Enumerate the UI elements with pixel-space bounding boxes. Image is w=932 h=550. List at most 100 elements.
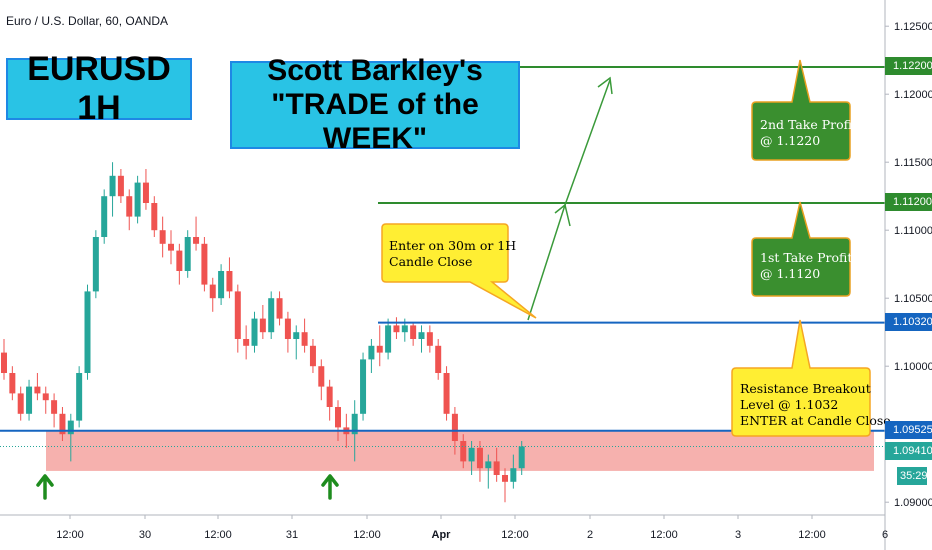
y-tick-label: 1.11500 — [894, 157, 932, 169]
candle-body — [67, 420, 74, 435]
candle-body — [360, 359, 367, 414]
candle-body — [493, 461, 500, 475]
entry-callout-line-2: Candle Close — [389, 254, 473, 269]
candle-body — [159, 230, 166, 244]
tp2-callout-shape — [751, 59, 851, 161]
x-tick-label: 30 — [139, 529, 151, 541]
resistance-callout-shape — [731, 319, 871, 437]
headline-box: Scott Barkley's "TRADE of the WEEK" — [230, 54, 520, 155]
title-box: EURUSD 1H — [6, 50, 192, 127]
price-badge-resistance: 1.10320 — [885, 313, 932, 331]
candle-body — [385, 325, 392, 353]
entry-callout: Enter on 30m or 1H Candle Close — [389, 238, 516, 270]
x-tick-label: 12:00 — [798, 529, 826, 541]
candle-body — [418, 332, 425, 339]
trade-arrowhead — [597, 76, 613, 95]
tp1-callout-line-1: 1st Take Profit — [760, 250, 853, 265]
candle-body — [326, 386, 333, 407]
candle-body — [293, 332, 300, 339]
candle-body — [268, 298, 275, 333]
x-tick-label: Apr — [432, 529, 452, 541]
headline-line-2: "TRADE of the WEEK" — [271, 88, 479, 155]
support-zone-layer — [46, 430, 874, 471]
candle-body — [184, 237, 191, 271]
candle-body — [443, 373, 450, 414]
x-tick-label: 3 — [735, 529, 741, 541]
resistance-callout-line-3: ENTER at Candle Close — [740, 413, 891, 428]
candle-body — [351, 413, 358, 435]
candle-body — [26, 386, 33, 414]
candle-body — [435, 345, 442, 373]
price-badge-support: 1.09525 — [885, 421, 932, 439]
countdown-badge: 35:29 — [897, 467, 928, 485]
y-tick-label: 1.09000 — [894, 497, 932, 509]
candle-body — [84, 291, 91, 373]
candle-body — [126, 196, 133, 217]
candle-body — [476, 447, 483, 469]
price-badge-tp2: 1.12200 — [885, 57, 932, 75]
candle-body — [109, 175, 116, 197]
candle-body — [309, 345, 316, 367]
symbol-header: Euro / U.S. Dollar, 60, OANDA — [6, 14, 169, 28]
candle-body — [318, 366, 325, 387]
candle-body — [243, 339, 250, 346]
candle-body — [410, 325, 417, 339]
candle-body — [101, 196, 108, 237]
x-tick-label: 2 — [587, 529, 593, 541]
candle-body — [502, 475, 508, 482]
title-text: EURUSD 1H — [27, 50, 171, 127]
candle-body — [451, 413, 458, 441]
candle-body — [117, 175, 124, 197]
candle-body — [134, 182, 141, 217]
price-badge-tp1: 1.11200 — [885, 193, 932, 211]
trade-path-line — [527, 79, 611, 321]
candle-body — [426, 332, 433, 346]
candle-body — [460, 441, 467, 462]
resistance-callout: Resistance Breakout Level @ 1.1032 ENTER… — [740, 381, 891, 429]
y-tick-label: 1.10000 — [894, 361, 932, 373]
candle-body — [226, 271, 233, 292]
candle-body — [151, 203, 158, 231]
x-tick-label: 12:00 — [204, 529, 232, 541]
candle-body — [76, 373, 83, 421]
tp1-callout: 1st Take Profit @ 1.1120 — [760, 250, 852, 282]
price-badge-last: 1.09410 — [885, 442, 932, 460]
support-zone — [46, 430, 874, 471]
candle-body — [92, 237, 99, 292]
candle-body — [201, 243, 208, 285]
candle-body — [34, 386, 41, 394]
candle-body — [301, 332, 308, 346]
candle-body — [209, 284, 216, 299]
candle-body — [401, 325, 408, 333]
candle-body — [393, 325, 400, 333]
arrow-up-icon — [36, 474, 54, 506]
candle-body — [59, 413, 66, 435]
candle-body — [335, 407, 341, 428]
tp2-callout-line-2: @ 1.1220 — [760, 133, 821, 148]
candle-body — [168, 243, 174, 251]
resistance-callout-line-2: Level @ 1.1032 — [740, 397, 839, 412]
candle-body — [1, 352, 7, 373]
headline-line-1: Scott Barkley's — [267, 54, 483, 87]
candle-body — [17, 393, 24, 414]
resistance-callout-line-1: Resistance Breakout — [740, 381, 871, 396]
tp1-callout-shape — [751, 201, 851, 297]
candle-body — [485, 461, 492, 469]
candle-body — [284, 318, 291, 339]
y-tick-label: 1.11000 — [894, 225, 932, 237]
arrow-up-icon — [321, 474, 339, 506]
candle-body — [218, 271, 225, 299]
entry-callout-line-1: Enter on 30m or 1H — [389, 238, 517, 253]
candle-body — [510, 468, 517, 482]
x-tick-label: 31 — [286, 529, 298, 541]
x-tick-label: 12:00 — [650, 529, 678, 541]
candle-body — [376, 345, 383, 353]
tp1-callout-line-2: @ 1.1120 — [760, 266, 821, 281]
candle-body — [518, 446, 525, 469]
candle-body — [251, 318, 258, 346]
y-tick-label: 1.12500 — [894, 21, 932, 33]
candle-body — [42, 393, 49, 401]
candle-body — [51, 400, 58, 414]
